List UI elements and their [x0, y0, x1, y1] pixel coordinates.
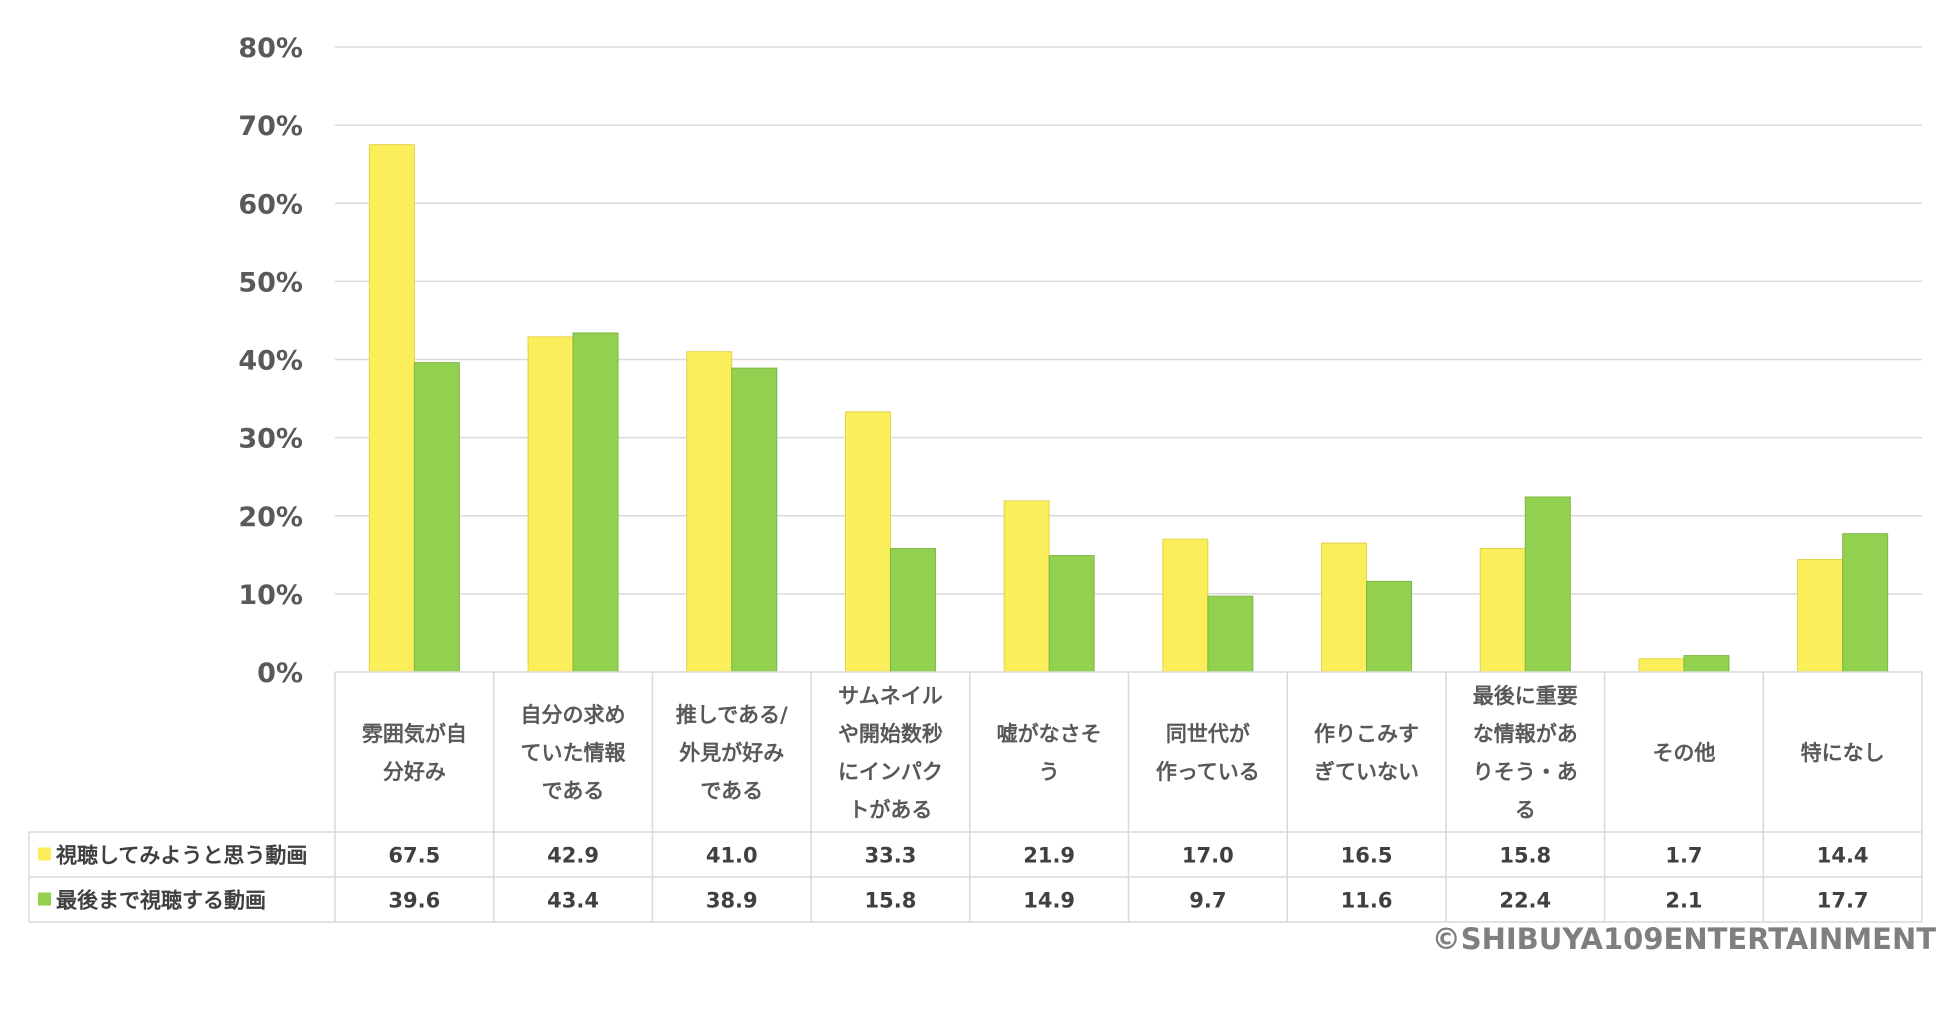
- y-tick-label: 20%: [238, 502, 303, 533]
- data-label: 21.9: [1023, 844, 1075, 868]
- y-tick-label: 40%: [238, 346, 303, 377]
- category-label: 同世代が: [1166, 722, 1250, 746]
- category-label: 最後に重要: [1473, 684, 1578, 708]
- category-label: 作っている: [1156, 760, 1260, 784]
- category-label: る: [1515, 798, 1536, 822]
- bar: [368, 144, 415, 673]
- bar: [1638, 658, 1685, 673]
- bar: [1366, 580, 1413, 673]
- bar: [844, 411, 891, 673]
- data-label: 11.6: [1341, 889, 1393, 913]
- bar: [1524, 496, 1571, 673]
- category-label: 雰囲気が自: [362, 722, 467, 746]
- data-label: 9.7: [1189, 889, 1226, 913]
- y-tick-label: 30%: [238, 424, 303, 455]
- data-label: 1.7: [1665, 844, 1702, 868]
- bar: [686, 351, 733, 673]
- bar: [1162, 538, 1209, 673]
- data-label: 14.9: [1023, 889, 1075, 913]
- bar: [1797, 559, 1844, 673]
- y-tick-label: 60%: [238, 189, 303, 220]
- category-label: 自分の求め: [521, 703, 626, 727]
- y-tick-label: 0%: [257, 658, 303, 689]
- y-tick-label: 10%: [238, 580, 303, 611]
- y-tick-label: 70%: [238, 111, 303, 142]
- category-label: 特になし: [1801, 741, 1885, 765]
- category-label: 分好み: [383, 760, 446, 784]
- data-label: 17.7: [1817, 889, 1869, 913]
- bar: [1207, 595, 1254, 673]
- category-label: 嘘がなさそ: [997, 722, 1102, 746]
- data-label: 22.4: [1499, 889, 1551, 913]
- data-label: 39.6: [388, 889, 440, 913]
- category-label: である: [542, 779, 605, 803]
- category-label: な情報があ: [1473, 722, 1578, 746]
- category-label: 外見が好み: [679, 741, 784, 765]
- y-tick-label: 50%: [238, 267, 303, 298]
- data-label: 17.0: [1182, 844, 1234, 868]
- data-label: 41.0: [706, 844, 758, 868]
- bar: [1479, 548, 1526, 673]
- data-label: 14.4: [1817, 844, 1869, 868]
- bar: [1683, 655, 1730, 673]
- y-tick-label: 80%: [238, 33, 303, 64]
- data-label: 42.9: [547, 844, 599, 868]
- data-label: 33.3: [865, 844, 917, 868]
- legend-label: 視聴してみようと思う動画: [55, 844, 307, 868]
- legend-label: 最後まで視聴する動画: [56, 889, 266, 913]
- category-label: である: [700, 779, 763, 803]
- copyright-text: ©SHIBUYA109ENTERTAINMENT: [1431, 922, 1936, 956]
- data-label: 15.8: [1499, 844, 1551, 868]
- data-label: 16.5: [1341, 844, 1393, 868]
- bar: [1003, 500, 1050, 673]
- category-label: ぎていない: [1314, 760, 1419, 784]
- data-label: 43.4: [547, 889, 599, 913]
- category-label: や開始数秒: [838, 722, 943, 746]
- data-label: 38.9: [706, 889, 758, 913]
- category-label: サムネイル: [838, 684, 943, 708]
- bar: [1048, 555, 1095, 673]
- category-label: その他: [1652, 741, 1715, 765]
- category-label: りそう・あ: [1473, 760, 1578, 784]
- category-label: う: [1039, 760, 1060, 784]
- category-label: トがある: [848, 798, 932, 822]
- category-label: 作りこみす: [1314, 722, 1419, 746]
- data-label: 2.1: [1665, 889, 1702, 913]
- bar: [889, 548, 936, 673]
- bar: [572, 332, 619, 673]
- data-label: 67.5: [388, 844, 440, 868]
- bar: [413, 362, 460, 673]
- bar: [527, 336, 574, 673]
- bar: [731, 367, 778, 673]
- category-label: 推しである/: [676, 703, 788, 727]
- legend-key: [38, 847, 51, 861]
- bar: [1842, 533, 1889, 673]
- bar: [1321, 542, 1368, 673]
- category-label: ていた情報: [521, 741, 627, 765]
- legend-key: [38, 892, 51, 906]
- data-label: 15.8: [865, 889, 917, 913]
- category-label: にインパク: [838, 760, 943, 784]
